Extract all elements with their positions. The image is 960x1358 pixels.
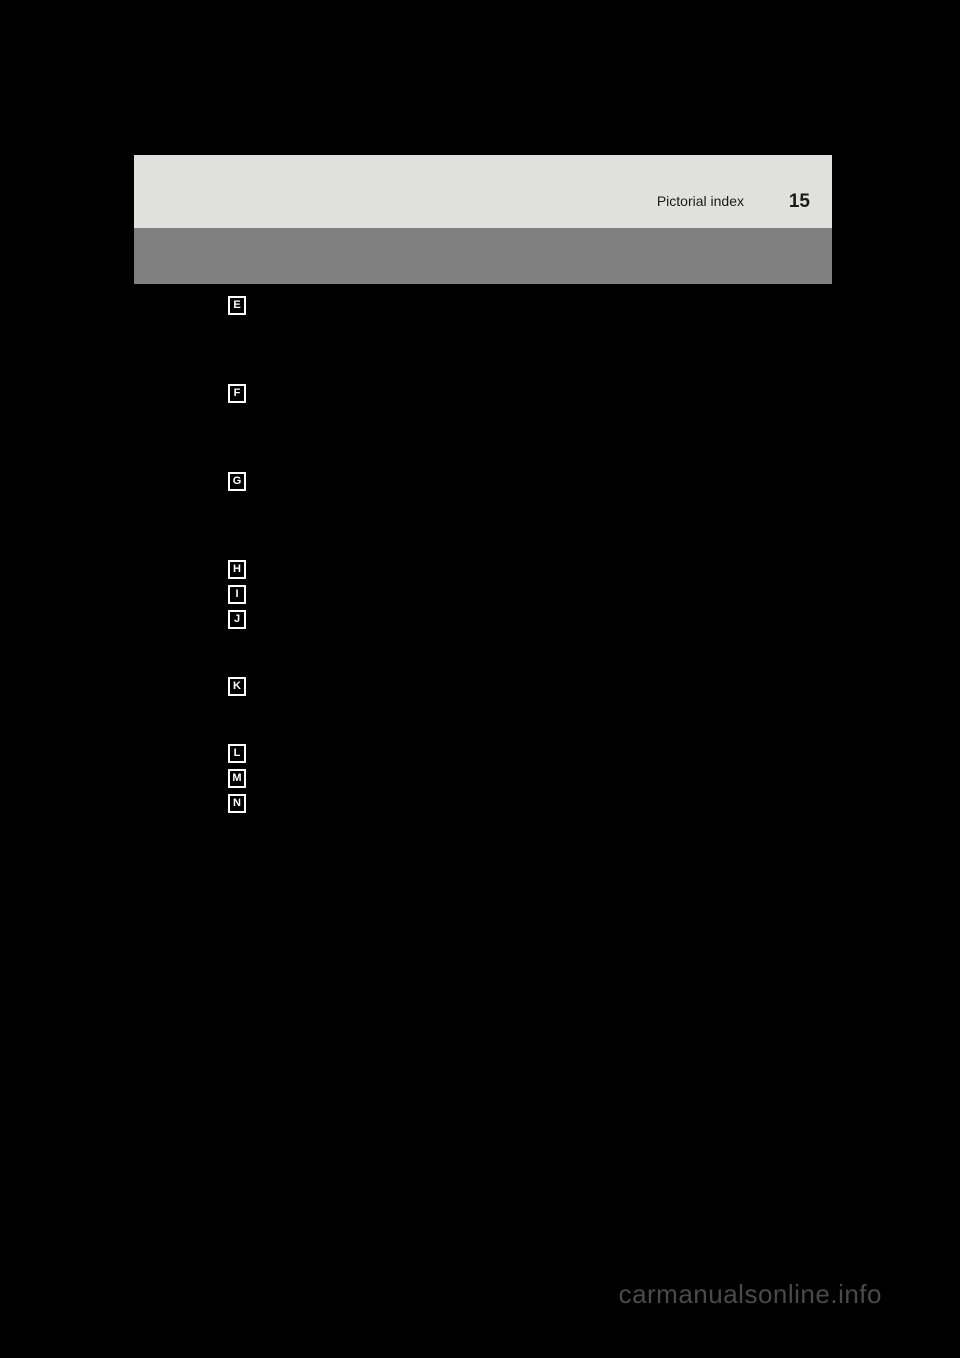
spacer-row	[228, 342, 832, 363]
spacer-row	[228, 497, 832, 518]
index-content: E F G HIJ K LMN	[134, 284, 832, 813]
spacer-row	[228, 518, 832, 539]
header-light-bar: Pictorial index 15	[134, 155, 832, 228]
header-gray-bar	[134, 228, 832, 284]
page-container: Pictorial index 15 E F G HIJ K LMN	[134, 155, 832, 819]
index-row: N	[228, 794, 832, 813]
spacer-row	[228, 539, 832, 560]
index-row: J	[228, 610, 832, 629]
index-row: E	[228, 296, 832, 315]
spacer-row	[228, 723, 832, 744]
watermark-text: carmanualsonline.info	[619, 1279, 882, 1310]
index-row: I	[228, 585, 832, 604]
letter-box-k: K	[228, 677, 246, 696]
letter-box-j: J	[228, 610, 246, 629]
letter-box-i: I	[228, 585, 246, 604]
spacer-row	[228, 635, 832, 656]
letter-box-e: E	[228, 296, 246, 315]
spacer-row	[228, 656, 832, 677]
index-row: K	[228, 677, 832, 696]
index-row: G	[228, 472, 832, 491]
header-title: Pictorial index	[657, 193, 744, 209]
index-row: L	[228, 744, 832, 763]
letter-box-f: F	[228, 384, 246, 403]
spacer-row	[228, 430, 832, 451]
index-row: H	[228, 560, 832, 579]
spacer-row	[228, 363, 832, 384]
page-number: 15	[789, 191, 810, 213]
letter-box-l: L	[228, 744, 246, 763]
index-row: M	[228, 769, 832, 788]
letter-box-h: H	[228, 560, 246, 579]
letter-box-n: N	[228, 794, 246, 813]
letter-box-g: G	[228, 472, 246, 491]
spacer-row	[228, 321, 832, 342]
index-row: F	[228, 384, 832, 403]
spacer-row	[228, 702, 832, 723]
spacer-row	[228, 451, 832, 472]
letter-box-m: M	[228, 769, 246, 788]
spacer-row	[228, 409, 832, 430]
